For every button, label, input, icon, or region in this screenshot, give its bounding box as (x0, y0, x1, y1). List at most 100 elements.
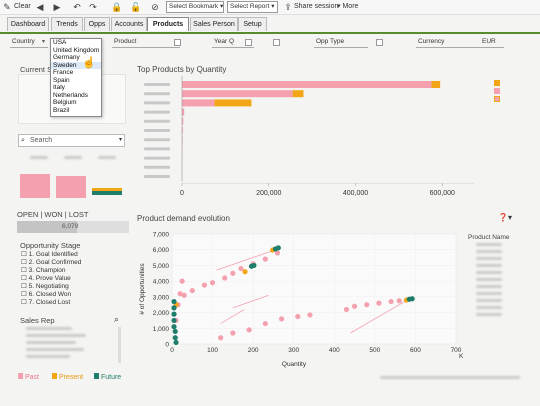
tab-setup[interactable]: Setup (238, 17, 267, 31)
dropdown-option-netherlands[interactable]: Netherlands (53, 91, 89, 99)
x-tick-label: 500 (369, 347, 380, 354)
search-box[interactable]: ⌕ Search ▾ (18, 134, 125, 147)
eraser-icon[interactable]: ✎ (3, 2, 11, 12)
status-line: OPEN | WON | LOST (17, 210, 89, 219)
legend-past: Past (18, 373, 39, 381)
lock-icon[interactable]: 🔒 (111, 2, 123, 12)
dropdown-option-uk[interactable]: United Kingdom (53, 46, 100, 54)
chevron-down-icon[interactable]: ▾ (118, 137, 122, 143)
product-label-blurred (144, 156, 170, 160)
bar-past (182, 90, 293, 98)
bar-present (431, 81, 441, 88)
stage-item[interactable]: ☐ 4. Prove Value (21, 275, 71, 282)
point-past (246, 327, 252, 333)
point-past (307, 312, 313, 318)
blurred-value (64, 156, 82, 159)
unlock-icon[interactable]: 🔓 (130, 2, 142, 12)
point-future (275, 245, 281, 251)
product-label-blurred (144, 119, 170, 123)
undo-icon[interactable]: ↶ (73, 2, 81, 12)
bookmark-select[interactable]: Select Bookmark ▾ (166, 1, 224, 13)
search-icon: ⌕ (21, 137, 25, 144)
point-past (189, 287, 195, 294)
dropdown-option-belgium[interactable]: Belgium (53, 99, 77, 106)
year-checkbox-2[interactable] (273, 39, 280, 46)
trail-line (216, 249, 276, 271)
product-checkbox[interactable] (174, 39, 181, 46)
redo-icon[interactable]: ↷ (89, 2, 97, 12)
point-past (177, 291, 183, 297)
legend-present: Present (52, 373, 83, 381)
point-past (278, 316, 285, 322)
stage-item[interactable]: ☐ 7. Closed Lost (21, 299, 71, 306)
dropdown-option-italy[interactable]: Italy (53, 84, 65, 91)
block-icon[interactable]: ⊘ (151, 2, 159, 12)
tab-accounts[interactable]: Accounts (111, 17, 147, 31)
point-future (171, 298, 177, 305)
product-label-blurred (144, 101, 170, 105)
dropdown-option-germany[interactable]: Germany (53, 54, 80, 61)
point-past (376, 300, 382, 306)
point-past (222, 275, 228, 281)
help-icon[interactable]: ❓▾ (498, 213, 512, 222)
point-past (396, 298, 402, 304)
point-past (230, 270, 236, 276)
product-label-blurred (144, 83, 170, 86)
clear-button[interactable]: Clear (14, 3, 31, 10)
x-tick-label: 0 (180, 190, 184, 197)
dropdown-option-sweden[interactable]: Sweden (51, 61, 101, 69)
status-kpi-bars (20, 174, 122, 198)
stage-list: ☐ 1. Goal Identified ☐ 2. Goal Confirmed… (21, 251, 121, 307)
point-past (388, 298, 394, 305)
tab-dashboard[interactable]: Dashboard (7, 17, 49, 31)
stage-item[interactable]: ☐ 3. Champion (21, 267, 66, 274)
tab-opps[interactable]: Opps (84, 17, 110, 31)
country-filter[interactable]: Country (10, 37, 48, 48)
more-button[interactable]: ▾ More (337, 3, 359, 10)
point-past (181, 292, 187, 298)
stage-item[interactable]: ☐ 2. Goal Confirmed (21, 259, 82, 266)
product-filter[interactable]: Product (112, 37, 180, 48)
scrollbar[interactable] (118, 327, 121, 363)
year-quarter-filter[interactable]: Year Q (212, 37, 254, 48)
dropdown-option-spain[interactable]: Spain (53, 76, 70, 84)
toolbar: ✎ Clear ◀ ▶ ↶ ↷ 🔒 🔓 ⊘ Select Bookmark ▾ … (0, 0, 540, 15)
sales-rep-list[interactable] (20, 327, 124, 363)
product-label-blurred (144, 110, 170, 114)
x-tick-label: 300 (288, 347, 299, 354)
product-label-blurred (144, 175, 170, 178)
stage-item[interactable]: ☐ 6. Closed Won (21, 291, 72, 298)
search-icon[interactable]: ⌕ (114, 314, 120, 324)
report-select[interactable]: Select Report ▾ (227, 1, 278, 13)
bar-present (214, 99, 252, 107)
point-past (274, 250, 281, 256)
step-forward-icon[interactable]: ▶ (53, 2, 61, 12)
bar-past (182, 136, 183, 144)
sales-rep-title: Sales Rep (20, 316, 55, 325)
tab-products[interactable]: Products (147, 17, 189, 31)
y-tick-label: 5,000 (153, 263, 170, 270)
legend-future: Future (94, 373, 121, 381)
year-checkbox[interactable] (245, 39, 252, 46)
bar-past (182, 99, 215, 107)
dropdown-option-brazil[interactable]: Brazil (53, 106, 70, 114)
stage-item[interactable]: ☐ 1. Goal Identified (21, 251, 78, 258)
product-label-blurred (144, 129, 170, 132)
dropdown-option-usa[interactable]: USA (53, 39, 67, 46)
step-back-icon[interactable]: ◀ (36, 2, 44, 12)
share-icon[interactable]: ⇪ (284, 2, 292, 12)
opp-type-checkbox[interactable] (376, 39, 383, 46)
currency-filter[interactable]: Currency EUR (416, 37, 504, 48)
opportunity-stage-title: Opportunity Stage (20, 241, 81, 250)
point-past (351, 303, 358, 309)
hand-cursor-icon: ☝ (82, 57, 96, 69)
stage-item[interactable]: ☐ 5. Negotiating (21, 283, 69, 290)
share-session-button[interactable]: Share session (294, 3, 339, 10)
product-label-blurred (144, 138, 170, 142)
country-dropdown[interactable]: USA United Kingdom Germany Sweden France… (50, 38, 102, 117)
dropdown-option-france[interactable]: France (53, 69, 74, 76)
tab-trends[interactable]: Trends (51, 17, 83, 31)
y-axis-title: # of Opportunities (139, 263, 146, 315)
tab-sales-person[interactable]: Sales Person (190, 17, 238, 31)
opp-type-filter[interactable]: Opp Type (314, 37, 368, 48)
